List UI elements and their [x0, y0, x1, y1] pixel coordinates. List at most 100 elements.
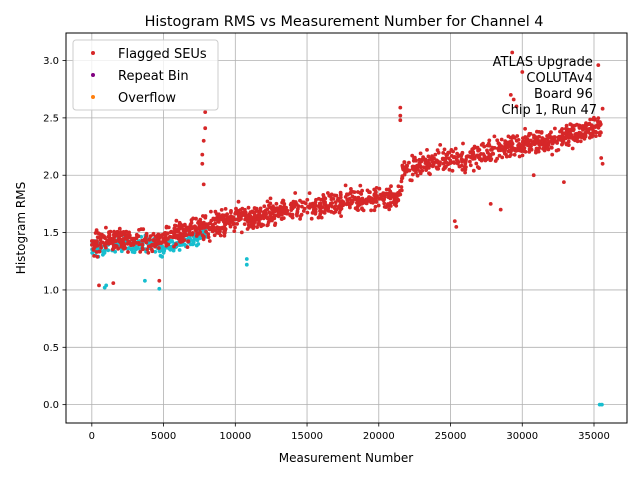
data-point	[452, 219, 457, 224]
x-tick-label: 5000	[151, 431, 176, 442]
data-point	[425, 148, 429, 152]
plot-area-frame	[65, 32, 628, 424]
data-point	[497, 153, 502, 158]
data-point	[418, 151, 423, 156]
data-point	[143, 278, 147, 283]
data-point	[487, 155, 492, 159]
data-point	[295, 212, 299, 216]
data-point	[121, 238, 125, 243]
data-point	[183, 232, 188, 237]
data-point	[444, 156, 448, 160]
y-tick-label: 0.0	[43, 400, 59, 411]
data-point	[309, 203, 314, 208]
data-point	[271, 204, 275, 209]
data-point	[223, 207, 228, 211]
data-point	[348, 205, 352, 210]
data-point	[207, 239, 212, 243]
data-point	[111, 281, 116, 285]
data-point	[163, 234, 168, 239]
data-point	[140, 242, 145, 247]
data-point	[246, 205, 251, 210]
data-point	[521, 136, 525, 141]
data-point	[109, 236, 114, 241]
data-point	[298, 198, 302, 203]
data-point	[492, 134, 497, 139]
data-point	[570, 123, 574, 128]
x-tick-label: 35000	[578, 431, 610, 442]
data-point	[463, 170, 467, 175]
data-point	[333, 200, 338, 205]
data-point	[414, 170, 418, 175]
data-point	[520, 70, 525, 74]
data-point	[525, 137, 530, 142]
data-point	[326, 209, 331, 213]
data-point	[585, 129, 590, 133]
data-point	[323, 206, 328, 211]
data-point	[591, 129, 596, 133]
data-point	[538, 142, 543, 147]
data-point	[245, 227, 250, 231]
data-point	[140, 246, 145, 251]
data-point	[280, 212, 284, 217]
data-point	[92, 254, 96, 258]
data-point	[389, 184, 393, 189]
annotation-line: COLUTAv4	[526, 71, 592, 86]
data-point	[583, 134, 588, 139]
data-point	[244, 257, 249, 261]
data-point	[290, 212, 295, 217]
data-point	[525, 142, 529, 147]
data-point	[219, 226, 224, 231]
data-point	[203, 126, 208, 131]
data-point	[153, 249, 158, 254]
data-point	[171, 248, 176, 253]
data-point	[207, 221, 212, 226]
data-point	[331, 197, 336, 201]
data-point	[343, 183, 348, 188]
data-point	[94, 240, 99, 245]
data-point	[198, 217, 203, 222]
data-point	[534, 150, 538, 155]
data-point	[97, 249, 102, 254]
data-point	[134, 232, 139, 237]
data-point	[217, 217, 222, 221]
data-point	[113, 249, 117, 254]
data-point	[310, 211, 315, 215]
data-point	[430, 159, 435, 164]
data-point	[169, 235, 174, 239]
data-point	[222, 230, 226, 235]
data-point	[228, 224, 233, 229]
y-axis-ticks: 0.0 0.5 1.0 1.5 2.0 2.5 3.0	[43, 56, 66, 411]
data-point	[276, 214, 281, 219]
data-point	[358, 183, 363, 188]
data-point	[177, 248, 182, 252]
data-point	[359, 192, 364, 196]
legend-label: Flagged SEUs	[118, 47, 207, 62]
data-point	[198, 224, 203, 229]
data-point	[400, 164, 405, 169]
data-point	[436, 166, 441, 171]
data-point	[102, 243, 107, 248]
data-point	[398, 189, 402, 193]
data-point	[577, 126, 582, 130]
data-point	[552, 135, 557, 139]
data-point	[172, 244, 176, 249]
data-point	[500, 155, 505, 160]
data-point	[398, 105, 403, 110]
data-point	[454, 225, 459, 229]
data-point	[255, 225, 259, 230]
data-point	[475, 153, 480, 158]
chart-annotation: ATLAS Upgrade COLUTAv4 Board 96 Chip 1, …	[493, 55, 597, 118]
data-point	[435, 148, 440, 153]
data-point	[262, 210, 267, 215]
data-point	[459, 157, 464, 162]
data-point	[298, 217, 302, 221]
x-axis-label: Measurement Number	[279, 451, 413, 465]
data-point	[383, 191, 387, 196]
data-point	[426, 154, 431, 159]
data-point	[487, 138, 492, 143]
data-point	[396, 198, 401, 203]
data-point	[279, 217, 284, 222]
data-point	[198, 220, 203, 225]
data-point	[431, 163, 436, 168]
data-point	[594, 130, 599, 135]
